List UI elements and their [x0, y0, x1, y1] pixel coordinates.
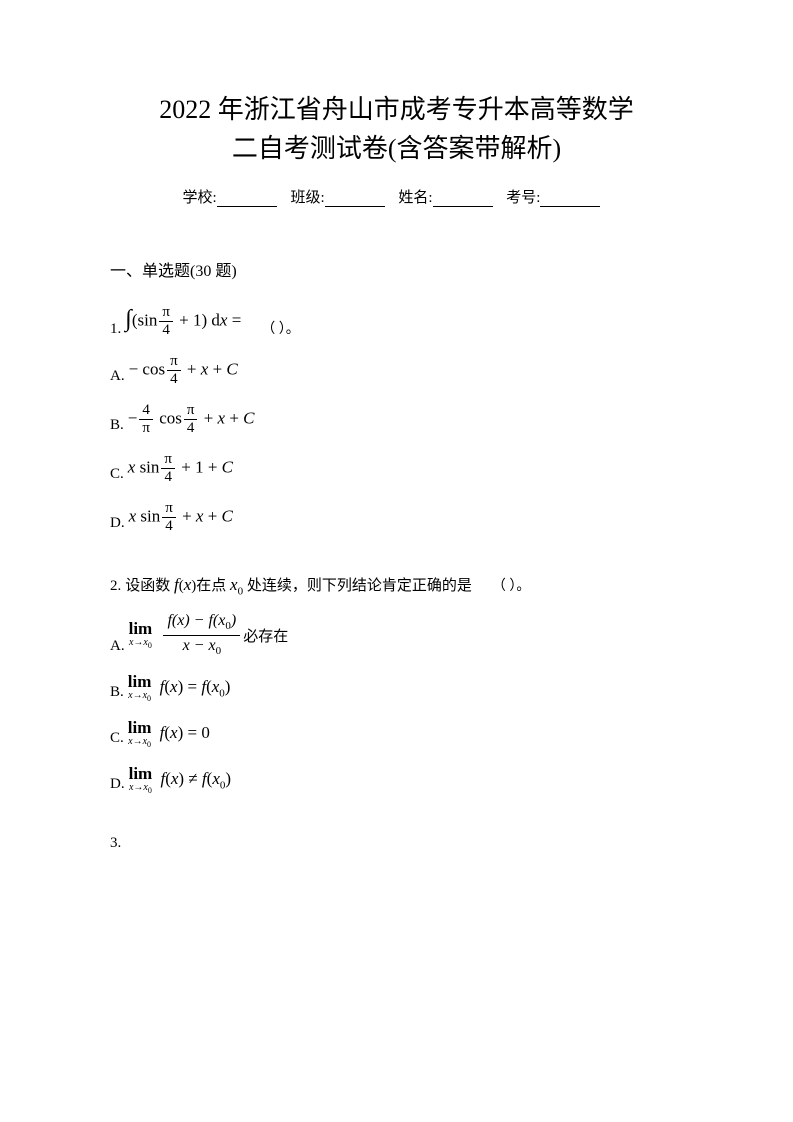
question-3: 3. — [110, 835, 683, 852]
title-line-1: 2022 年浙江省舟山市成考专升本高等数学 — [159, 95, 634, 124]
name-label: 姓名: — [398, 190, 432, 206]
q2-option-d: D. limx→x0 f(x) ≠ f(x0) — [110, 765, 683, 795]
page-title: 2022 年浙江省舟山市成考专升本高等数学 二自考测试卷(含答案带解析) — [110, 90, 683, 168]
q1-b-math: −4π cosπ4 + x + C — [128, 403, 255, 436]
q2-option-c: C. limx→x0 f(x) = 0 — [110, 719, 683, 749]
q2-d-math: limx→x0 f(x) ≠ f(x0) — [129, 765, 231, 795]
option-label-d: D. — [110, 776, 125, 795]
school-blank[interactable] — [217, 191, 277, 207]
q2-paren: （ ）。 — [492, 575, 531, 595]
q3-number: 3. — [110, 835, 121, 851]
q2-option-a: A. limx→x0 f(x) − f(x0) x − x0 必存在 — [110, 613, 683, 656]
class-label: 班级: — [290, 190, 324, 206]
question-1: 1. ∫(sinπ4 + 1) dx = （ ）。 A. − cosπ4 + x… — [110, 305, 683, 534]
q2-text: 设函数 f(x)在点 x0 处连续，则下列结论肯定正确的是 — [125, 574, 472, 597]
q1-math: ∫(sinπ4 + 1) dx = — [125, 305, 241, 338]
section-header: 一、单选题(30 题) — [110, 257, 683, 281]
q2-a-text: 必存在 — [243, 625, 288, 646]
q1-stem: 1. ∫(sinπ4 + 1) dx = （ ）。 — [110, 305, 683, 338]
school-label: 学校: — [183, 190, 217, 206]
q1-option-c: C. x sinπ4 + 1 + C — [110, 452, 683, 485]
q1-a-math: − cosπ4 + x + C — [129, 354, 238, 387]
name-blank[interactable] — [433, 191, 493, 207]
title-line-2: 二自考测试卷(含答案带解析) — [232, 134, 561, 163]
q1-paren: （ ）。 — [261, 318, 300, 338]
q2-c-math: limx→x0 f(x) = 0 — [128, 719, 210, 749]
student-info-line: 学校: 班级: 姓名: 考号: — [110, 186, 683, 207]
option-label-b: B. — [110, 684, 124, 703]
q2-option-b: B. limx→x0 f(x) = f(x0) — [110, 673, 683, 703]
question-2: 2. 设函数 f(x)在点 x0 处连续，则下列结论肯定正确的是 （ ）。 A.… — [110, 574, 683, 795]
q1-number: 1. — [110, 321, 121, 338]
id-label: 考号: — [506, 190, 540, 206]
id-blank[interactable] — [540, 191, 600, 207]
q1-option-d: D. x sinπ4 + x + C — [110, 501, 683, 534]
option-label-b: B. — [110, 417, 124, 436]
class-blank[interactable] — [325, 191, 385, 207]
option-label-a: A. — [110, 638, 125, 657]
option-label-c: C. — [110, 730, 124, 749]
option-label-d: D. — [110, 515, 125, 534]
option-label-c: C. — [110, 466, 124, 485]
q1-d-math: x sinπ4 + x + C — [129, 501, 233, 534]
q2-number: 2. — [110, 578, 121, 595]
option-label-a: A. — [110, 368, 125, 387]
q1-option-a: A. − cosπ4 + x + C — [110, 354, 683, 387]
q2-stem: 2. 设函数 f(x)在点 x0 处连续，则下列结论肯定正确的是 （ ）。 — [110, 574, 683, 597]
q1-option-b: B. −4π cosπ4 + x + C — [110, 403, 683, 436]
q2-a-math: limx→x0 f(x) − f(x0) x − x0 — [129, 613, 244, 656]
q1-c-math: x sinπ4 + 1 + C — [128, 452, 233, 485]
q2-b-math: limx→x0 f(x) = f(x0) — [128, 673, 231, 703]
